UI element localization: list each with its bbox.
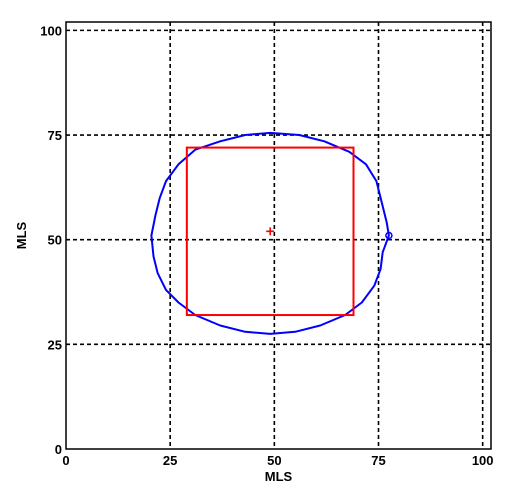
tick-labels: 0 25 50 75 100 0 25 50 75 100 [40, 23, 493, 468]
y-tick-label: 100 [40, 23, 62, 38]
x-tick-label: 100 [472, 453, 494, 468]
x-tick-label: 0 [62, 453, 69, 468]
y-tick-label: 75 [48, 128, 62, 143]
y-tick-label: 25 [48, 337, 62, 352]
grid [66, 22, 491, 449]
x-tick-label: 25 [163, 453, 177, 468]
x-axis-label: MLS [265, 469, 293, 484]
x-tick-label: 75 [371, 453, 385, 468]
blue-contour-line [150, 131, 390, 335]
y-axis-label: MLS [14, 221, 29, 249]
y-tick-label: 50 [48, 233, 62, 248]
contour-end-marker [385, 231, 393, 240]
plot-frame [65, 21, 492, 450]
red-square-line [185, 146, 355, 317]
data-layer [150, 131, 393, 335]
x-tick-label: 50 [267, 453, 281, 468]
y-tick-label: 0 [55, 442, 62, 457]
center-plus-marker [266, 227, 275, 236]
